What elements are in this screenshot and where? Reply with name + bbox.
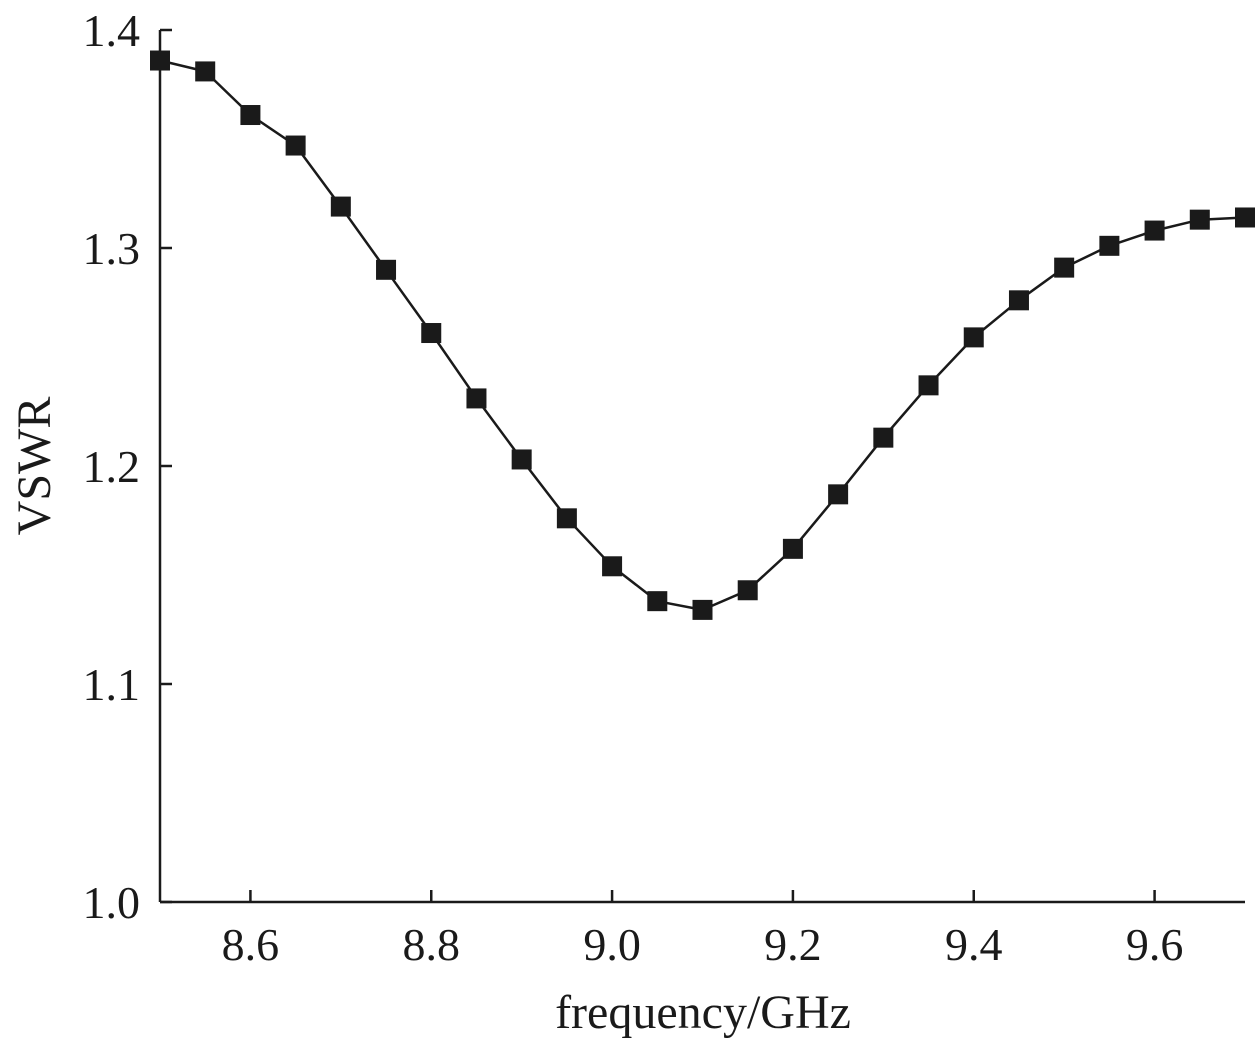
x-tick-label: 9.2	[764, 919, 822, 970]
data-point-marker	[963, 327, 984, 348]
data-point-marker	[556, 508, 577, 529]
x-tick-label: 9.4	[945, 919, 1003, 970]
data-point-marker	[285, 135, 306, 156]
data-point-marker	[195, 61, 216, 82]
x-tick-label: 9.0	[583, 919, 641, 970]
y-tick-label: 1.2	[83, 441, 141, 492]
data-point-marker	[782, 538, 803, 559]
x-tick-label: 8.6	[222, 919, 280, 970]
data-point-marker	[150, 50, 170, 71]
data-point-marker	[421, 323, 442, 344]
data-point-marker	[737, 580, 758, 601]
data-point-marker	[1235, 207, 1255, 228]
data-point-marker	[873, 427, 894, 448]
data-point-marker	[1144, 220, 1165, 241]
data-point-marker	[1054, 257, 1075, 278]
data-point-marker	[466, 388, 487, 409]
tick-labels: 8.6 8.8 9.0 9.2 9.4 9.6 1.0 1.1 1.2 1.3 1.4	[83, 5, 1184, 970]
x-tick-label: 8.8	[403, 919, 461, 970]
data-point-marker	[376, 259, 397, 280]
data-point-marker	[602, 556, 623, 577]
series-layer	[150, 50, 1255, 620]
data-point-marker	[828, 484, 849, 505]
data-point-marker	[240, 105, 261, 126]
tick-marks	[160, 28, 1156, 904]
data-point-marker	[511, 449, 532, 470]
x-tick-label: 9.6	[1126, 919, 1184, 970]
x-axis-title: frequency/GHz	[555, 986, 851, 1039]
data-point-marker	[918, 375, 939, 396]
y-tick-label: 1.3	[83, 223, 141, 274]
data-point-marker	[1008, 290, 1029, 311]
y-axis-title: VSWR	[8, 397, 61, 536]
y-tick-label: 1.0	[83, 877, 141, 928]
data-point-marker	[330, 196, 351, 217]
axes	[158, 30, 1245, 904]
data-point-marker	[1189, 209, 1210, 230]
data-point-marker	[692, 599, 713, 620]
y-tick-label: 1.4	[83, 5, 141, 56]
series-line	[159, 59, 1246, 612]
data-point-marker	[1099, 235, 1120, 256]
data-point-marker	[647, 591, 668, 612]
y-tick-label: 1.1	[83, 659, 141, 710]
